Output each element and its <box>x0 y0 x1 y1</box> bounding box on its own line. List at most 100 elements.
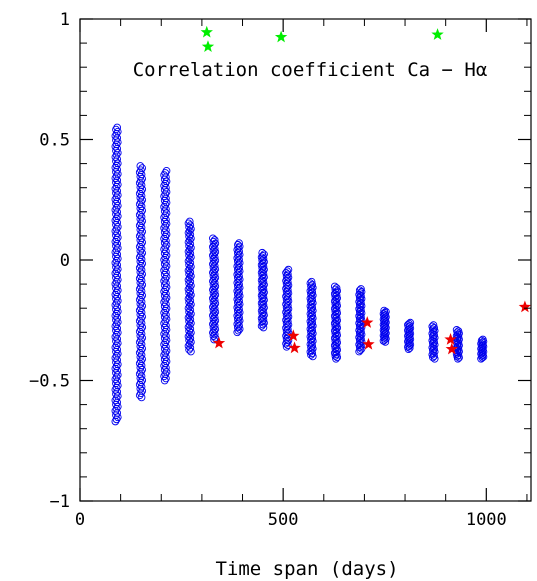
green-star-point <box>431 28 444 40</box>
data-point-circle <box>306 279 315 288</box>
data-point-circle <box>112 125 120 134</box>
data-point-circle <box>259 277 268 286</box>
data-point-circle <box>331 315 340 323</box>
red-star-point <box>518 300 532 313</box>
data-point-circle <box>209 297 218 306</box>
data-point-circle <box>405 319 413 328</box>
data-point-circle <box>260 296 268 304</box>
data-point-circle <box>185 317 193 326</box>
data-point-circle <box>308 326 317 335</box>
data-point-circle <box>308 329 317 338</box>
data-point-circle <box>454 327 463 335</box>
data-point-circle <box>259 293 268 301</box>
data-point-circle <box>333 353 342 362</box>
data-point-circle <box>428 322 437 331</box>
data-point-circle <box>283 270 292 279</box>
y-tick-label: 1 <box>60 10 70 30</box>
data-point-circle <box>332 340 340 348</box>
data-point-circle <box>308 352 317 361</box>
data-point-circle <box>332 332 340 341</box>
data-point-circle <box>209 246 218 255</box>
data-point-circle <box>185 289 193 297</box>
data-point-circle <box>113 123 122 132</box>
data-point-circle <box>430 326 439 335</box>
data-point-circle <box>185 283 194 292</box>
data-point-circle <box>332 306 341 314</box>
data-point-circle <box>308 341 317 350</box>
data-point-circle <box>185 232 193 241</box>
data-point-circle <box>379 310 388 318</box>
data-point-circle <box>356 289 365 298</box>
x-tick-label: 0 <box>75 510 85 530</box>
data-point-circle <box>258 297 267 306</box>
data-point-circle <box>333 316 342 325</box>
data-point-circle <box>308 299 317 307</box>
data-point-circle <box>307 300 316 309</box>
data-point-circle <box>138 164 147 172</box>
data-point-circle <box>284 265 293 274</box>
data-point-circle <box>308 291 317 300</box>
data-point-circle <box>259 308 268 317</box>
data-point-circle <box>186 296 195 305</box>
data-point-circle <box>186 221 195 230</box>
data-point-circle <box>209 332 218 340</box>
data-point-circle <box>259 323 268 332</box>
data-point-circle <box>258 312 267 321</box>
red-star-point <box>361 316 374 328</box>
data-point-circle <box>184 276 193 284</box>
data-point-circle <box>209 263 218 272</box>
data-point-circle <box>186 259 195 267</box>
data-point-circle <box>380 306 388 315</box>
data-point-circle <box>185 245 194 254</box>
data-point-circle <box>185 255 194 264</box>
data-point-circle <box>283 267 292 276</box>
data-point-circle <box>332 318 340 326</box>
data-point-circle <box>185 330 194 339</box>
data-point-circle <box>186 268 195 277</box>
data-point-circle <box>258 305 267 314</box>
data-point-circle <box>332 335 341 344</box>
data-point-circle <box>186 287 195 296</box>
data-point-circle <box>209 234 217 243</box>
data-point-circle <box>331 337 340 345</box>
data-point-circle <box>477 349 485 358</box>
data-point-circle <box>333 294 342 303</box>
data-point-circle <box>382 307 390 316</box>
data-point-circle <box>307 323 316 332</box>
data-point-circle <box>307 308 316 317</box>
data-point-circle <box>234 244 243 252</box>
data-point-circle <box>332 284 341 292</box>
data-point-circle <box>333 338 342 347</box>
data-point-circle <box>186 240 195 248</box>
data-point-circle <box>308 311 317 320</box>
data-point-circle <box>331 352 340 360</box>
data-point-circle <box>308 306 317 315</box>
data-point-circle <box>331 329 340 338</box>
data-point-circle <box>258 251 267 260</box>
data-point-circle <box>333 309 342 317</box>
data-point-circle <box>330 282 339 291</box>
data-point-circle <box>429 325 437 334</box>
data-point-circle <box>259 285 268 294</box>
data-point-circle <box>260 250 268 259</box>
data-point-circle <box>137 166 145 175</box>
data-point-circle <box>185 251 193 260</box>
red-star-point <box>212 336 226 349</box>
data-point-circle <box>429 321 438 329</box>
green-star-point <box>201 40 215 52</box>
data-point-circle <box>209 315 218 323</box>
data-point-circle <box>307 285 316 294</box>
data-point-circle <box>209 237 218 246</box>
data-point-circle <box>186 249 195 258</box>
data-point-circle <box>185 326 193 335</box>
data-point-circle <box>308 288 317 297</box>
green-star-point <box>200 25 213 38</box>
data-point-circle <box>332 298 341 307</box>
data-point-circle <box>185 242 193 250</box>
data-point-circle <box>406 318 415 327</box>
data-point-circle <box>260 288 268 297</box>
data-point-circle <box>259 300 268 309</box>
data-point-circle <box>308 334 317 342</box>
data-point-circle <box>185 311 194 320</box>
data-point-circle <box>477 339 485 348</box>
